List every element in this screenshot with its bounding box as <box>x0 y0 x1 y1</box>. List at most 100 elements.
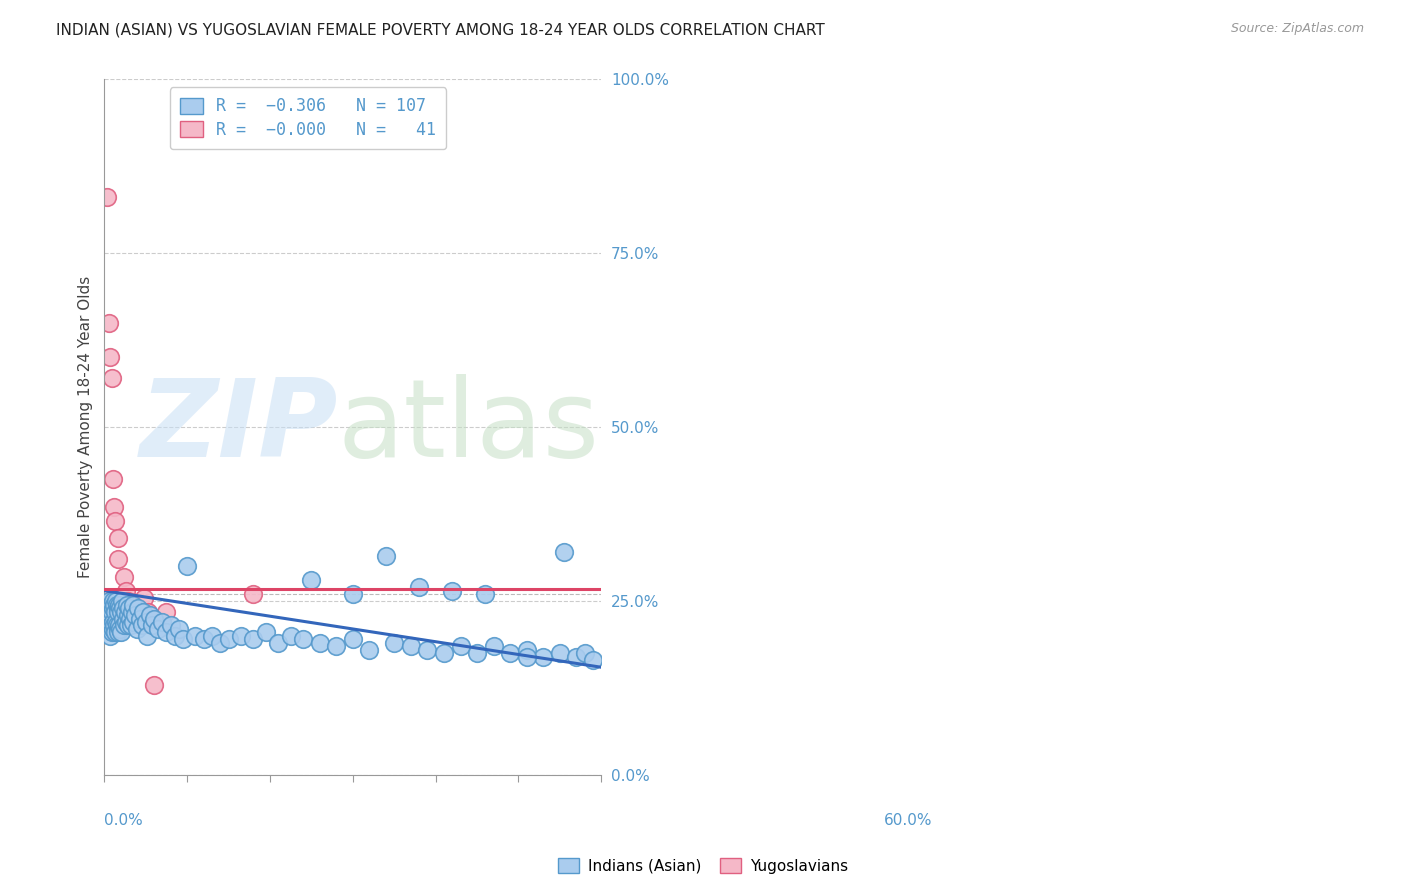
Point <box>148 622 170 636</box>
Point <box>111 611 134 625</box>
Point <box>97 615 120 629</box>
Point <box>98 601 121 615</box>
Point <box>108 615 131 629</box>
Point <box>110 605 132 619</box>
Point <box>129 618 152 632</box>
Point <box>574 646 596 660</box>
Point <box>382 636 405 650</box>
Point <box>100 598 122 612</box>
Point <box>115 598 138 612</box>
Point <box>399 640 422 654</box>
Point <box>97 622 120 636</box>
Point <box>134 591 156 605</box>
Point <box>155 625 177 640</box>
Point <box>117 618 139 632</box>
Point <box>98 618 121 632</box>
Point <box>135 615 157 629</box>
Point <box>184 629 207 643</box>
Point <box>143 611 166 625</box>
Point <box>98 622 121 636</box>
Text: 0.0%: 0.0% <box>104 814 143 829</box>
Point <box>118 601 141 615</box>
Point <box>108 622 131 636</box>
Point <box>105 611 128 625</box>
Point <box>167 622 190 636</box>
Point <box>155 605 177 619</box>
Point <box>98 605 121 619</box>
Point <box>96 615 118 629</box>
Point <box>105 618 128 632</box>
Point <box>105 598 128 612</box>
Point <box>122 598 145 612</box>
Point <box>101 625 124 640</box>
Point <box>136 629 159 643</box>
Point <box>107 552 129 566</box>
Point <box>101 601 124 615</box>
Point <box>104 514 127 528</box>
Point <box>101 601 124 615</box>
Point <box>408 580 430 594</box>
Y-axis label: Female Poverty Among 18-24 Year Olds: Female Poverty Among 18-24 Year Olds <box>79 276 93 578</box>
Point <box>103 618 125 632</box>
Point <box>110 625 132 640</box>
Point <box>121 611 143 625</box>
Point <box>482 640 505 654</box>
Point <box>159 618 181 632</box>
Point <box>325 640 347 654</box>
Point <box>582 653 605 667</box>
Point <box>97 601 120 615</box>
Point <box>114 605 136 619</box>
Point <box>104 605 127 619</box>
Point <box>139 608 162 623</box>
Point <box>450 640 472 654</box>
Text: ZIP: ZIP <box>139 374 337 480</box>
Point <box>100 618 122 632</box>
Point <box>110 598 132 612</box>
Point <box>516 649 538 664</box>
Point <box>359 643 381 657</box>
Point <box>465 646 488 660</box>
Point <box>150 615 173 629</box>
Point <box>218 632 240 647</box>
Point <box>107 622 129 636</box>
Point <box>143 678 166 692</box>
Point <box>416 643 439 657</box>
Point <box>125 622 148 636</box>
Point <box>111 594 134 608</box>
Point <box>97 594 120 608</box>
Point <box>141 618 163 632</box>
Point <box>97 316 120 330</box>
Point <box>124 608 146 623</box>
Point <box>516 643 538 657</box>
Point <box>131 618 153 632</box>
Point <box>163 629 186 643</box>
Point <box>136 605 159 619</box>
Point <box>103 601 125 615</box>
Point <box>176 559 198 574</box>
Point <box>308 636 330 650</box>
Legend: Indians (Asian), Yugoslavians: Indians (Asian), Yugoslavians <box>551 852 855 880</box>
Point <box>201 629 224 643</box>
Point <box>115 615 138 629</box>
Point <box>565 649 588 664</box>
Point <box>107 601 129 615</box>
Point <box>548 646 571 660</box>
Point <box>127 608 149 623</box>
Point <box>342 587 364 601</box>
Point <box>112 618 135 632</box>
Point <box>115 583 138 598</box>
Text: atlas: atlas <box>337 374 600 480</box>
Point <box>96 615 118 629</box>
Point <box>193 632 215 647</box>
Text: 60.0%: 60.0% <box>884 814 932 829</box>
Legend: R =  −0.306   N = 107, R =  −0.000   N =   41: R = −0.306 N = 107, R = −0.000 N = 41 <box>170 87 447 149</box>
Point <box>112 570 135 584</box>
Point <box>292 632 315 647</box>
Point <box>100 615 122 629</box>
Point <box>118 605 141 619</box>
Point <box>242 632 264 647</box>
Point <box>103 500 125 515</box>
Point <box>100 608 122 623</box>
Point <box>98 351 121 365</box>
Point <box>375 549 398 563</box>
